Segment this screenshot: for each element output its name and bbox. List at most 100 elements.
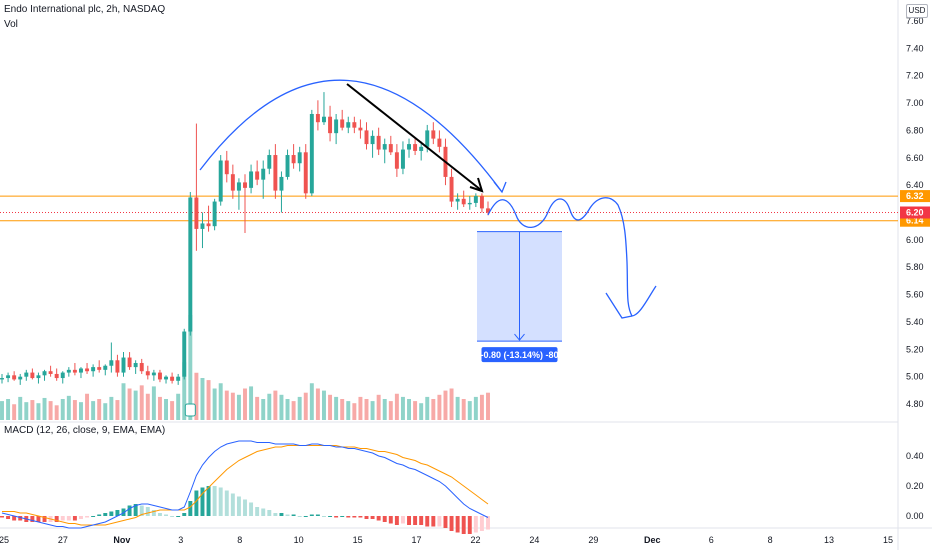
candle-body — [388, 144, 393, 153]
volume-bar — [103, 403, 108, 420]
time-tick-label: 17 — [412, 535, 422, 545]
macd-histogram-bar — [79, 516, 83, 519]
macd-histogram-bar — [376, 516, 381, 521]
volume-bar — [261, 399, 266, 420]
volume-bar — [79, 402, 83, 420]
volume-bar — [6, 399, 11, 420]
candle-body — [394, 152, 399, 169]
price-tick-label: 7.40 — [906, 43, 924, 53]
price-tick-label: 7.20 — [906, 71, 924, 81]
macd-histogram-bar — [437, 516, 442, 527]
macd-histogram-bar — [243, 499, 247, 516]
volume-bar — [267, 393, 272, 420]
price-tick-label: 5.40 — [906, 317, 924, 327]
macd-histogram-bar — [291, 514, 296, 516]
candle-body — [358, 127, 363, 131]
macd-line — [1, 440, 489, 529]
volume-bar — [145, 393, 150, 420]
earnings-marker — [184, 403, 196, 417]
volume-bar — [413, 401, 418, 420]
macd-histogram-bar — [170, 516, 175, 517]
upper-level-label: 6.32 — [906, 191, 924, 201]
macd-histogram-bar — [394, 516, 399, 525]
candle-body — [285, 155, 290, 177]
volume-bar — [346, 401, 351, 420]
macd-histogram-bar — [303, 516, 308, 517]
volume-bar — [54, 405, 59, 420]
candle-body — [151, 372, 156, 376]
volume-bar — [109, 396, 114, 420]
macd-histogram-bar — [109, 511, 114, 516]
candle-body — [91, 367, 96, 372]
symbol-title[interactable]: Endo International plc, 2h, NASDAQ — [4, 4, 166, 15]
candle-body — [42, 371, 47, 376]
volume-bar — [188, 315, 193, 420]
candle-body — [273, 155, 278, 191]
candle-body — [467, 202, 472, 205]
candle-body — [455, 198, 460, 202]
volume-bar — [455, 396, 460, 420]
macd-histogram-bar — [18, 516, 23, 521]
time-tick-label: 25 — [0, 535, 9, 545]
volume-bar — [364, 399, 369, 420]
candle-body — [486, 208, 490, 213]
projection-path — [487, 197, 657, 317]
time-tick-label: 6 — [709, 535, 714, 545]
candle-body — [437, 138, 442, 147]
volume-bar — [133, 390, 138, 420]
macd-histogram-bar — [461, 516, 466, 534]
candle-body — [109, 360, 114, 366]
macd-histogram-bar — [315, 514, 320, 516]
macd-tick-label: 0.00 — [906, 511, 924, 521]
price-tick-label: 5.60 — [906, 290, 924, 300]
volume-bar — [370, 401, 375, 420]
volume-bar — [382, 399, 387, 420]
macd-histogram-bar — [425, 516, 430, 527]
candle-body — [376, 135, 381, 150]
candle-body — [157, 372, 162, 380]
macd-histogram-bar — [419, 516, 424, 525]
macd-histogram-bar — [455, 516, 460, 533]
candle-body — [255, 171, 260, 180]
volume-bar — [127, 388, 132, 420]
candle-body — [297, 152, 302, 164]
volume-bar — [157, 396, 162, 420]
macd-histogram-bar — [322, 516, 326, 517]
macd-histogram-bar — [273, 513, 278, 516]
candle-body — [309, 113, 314, 194]
currency-badge[interactable]: USD — [906, 4, 928, 18]
candle-body — [473, 196, 478, 203]
candle-body — [340, 119, 345, 128]
macd-histogram-bar — [370, 516, 375, 519]
volume-bar — [334, 396, 339, 420]
volume-bar — [473, 396, 478, 420]
macd-histogram-bar — [400, 516, 405, 524]
price-tick-label: 5.00 — [906, 372, 924, 382]
volume-bar — [309, 383, 314, 420]
macd-histogram-bar — [255, 507, 260, 516]
time-tick-label: 24 — [529, 535, 539, 545]
candle-body — [431, 130, 436, 139]
macd-histogram-bar — [72, 516, 77, 521]
candle-body — [72, 369, 77, 373]
candle-body — [407, 144, 411, 150]
volume-bar — [164, 399, 168, 420]
macd-histogram-bar — [261, 508, 266, 516]
macd-label[interactable]: MACD (12, 26, close, 9, EMA, EMA) — [4, 425, 166, 436]
candle-body — [334, 119, 339, 134]
time-tick-label: 13 — [824, 535, 834, 545]
macd-histogram-bar — [328, 516, 333, 517]
macd-histogram-bar — [200, 487, 205, 516]
macd-histogram-bar — [449, 516, 454, 531]
last-price-badge — [900, 206, 930, 219]
volume-bar — [91, 401, 96, 420]
volume-bar — [328, 394, 333, 420]
macd-histogram-bar — [139, 505, 144, 516]
macd-histogram-bar — [467, 516, 472, 534]
candle-body — [66, 369, 71, 373]
volume-bar — [200, 378, 205, 420]
macd-histogram-bar — [388, 516, 393, 524]
volume-bar — [352, 403, 357, 420]
volume-bar — [85, 393, 90, 420]
